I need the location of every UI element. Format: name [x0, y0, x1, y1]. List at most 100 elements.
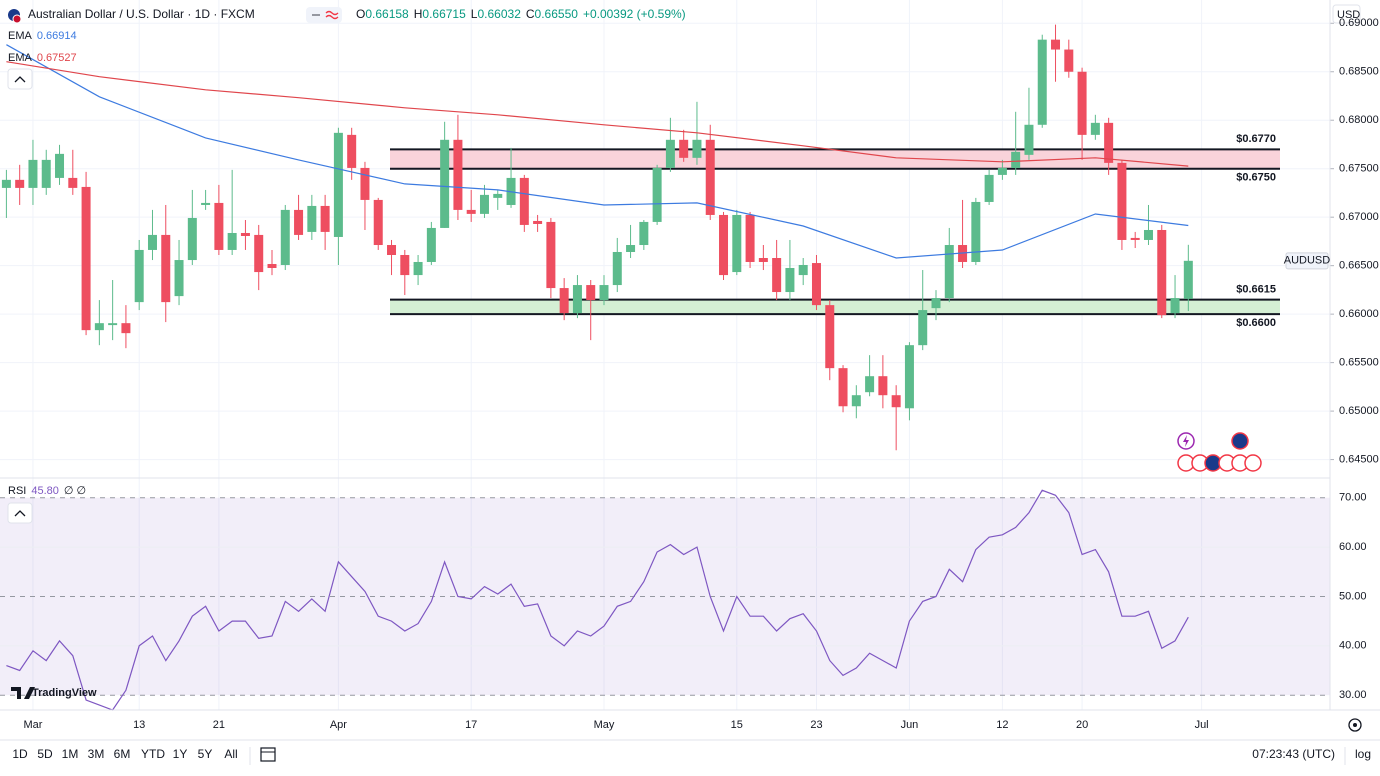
candle-body: [1157, 229, 1167, 316]
candle-body: [1064, 49, 1074, 72]
x-tick-label: 13: [133, 719, 145, 731]
candle-body: [55, 153, 65, 178]
candle-body: [878, 376, 888, 396]
candle-body: [838, 368, 848, 407]
interval-button[interactable]: 3M: [88, 747, 105, 761]
candle-body: [333, 132, 343, 237]
x-tick-label: 17: [465, 719, 477, 731]
currency-box[interactable]: [1332, 4, 1361, 24]
ema-name: EMA: [8, 52, 33, 64]
rsi-tick-label: 30.00: [1339, 689, 1367, 701]
text-layer: Australian Dollar / U.S. Dollar · 1D · F…: [8, 7, 1379, 761]
interval-button[interactable]: 6M: [114, 747, 131, 761]
candle-body: [825, 305, 835, 369]
candle-body: [147, 234, 157, 250]
interval-button[interactable]: 5D: [37, 747, 53, 761]
settings-icon[interactable]: [1348, 718, 1362, 732]
candle-body: [692, 139, 702, 158]
ema-value: 0.66914: [37, 30, 77, 42]
candle-body: [466, 209, 476, 214]
symbol-tag-label: AUDUSD: [1284, 255, 1331, 267]
event-icons[interactable]: [1177, 432, 1262, 472]
ema-name: EMA: [8, 30, 33, 42]
y-tick-label: 0.64500: [1339, 453, 1379, 465]
candle-body: [679, 139, 689, 158]
candle-body: [1037, 39, 1047, 125]
candle-body: [174, 260, 184, 297]
interval-button[interactable]: 1M: [62, 747, 79, 761]
candle-body: [918, 310, 928, 346]
candle-body: [572, 285, 582, 314]
candle-body: [626, 245, 636, 252]
candle-body: [94, 323, 104, 331]
candle-body: [28, 159, 38, 188]
interval-button[interactable]: 1Y: [173, 747, 188, 761]
candle-body: [851, 395, 861, 407]
candle-body: [493, 193, 503, 198]
candle-body: [240, 232, 250, 236]
rsi-tick-label: 50.00: [1339, 590, 1367, 602]
ohlc-legend: O0.66158 H0.66715 L0.66032 C0.66550 +0.00392…: [356, 7, 686, 21]
ohlc-value: 0.66158: [365, 7, 409, 21]
candle-body: [705, 139, 715, 215]
candle-body: [772, 258, 782, 293]
marks-layer: [1, 24, 1280, 711]
interval-button[interactable]: All: [224, 747, 237, 761]
candle-body: [997, 167, 1007, 175]
candle-body: [1051, 39, 1061, 50]
x-tick-label: Jun: [901, 719, 919, 731]
ohlc-label: L: [471, 7, 478, 21]
zone: [390, 299, 1280, 315]
price-change: +0.00392 (+0.59%): [583, 7, 686, 21]
candle-body: [519, 177, 529, 225]
symbol-tag: [1285, 252, 1329, 270]
rsi-line: [6, 489, 1189, 711]
calendar-button[interactable]: [249, 747, 276, 765]
currency[interactable]: USD: [1337, 9, 1360, 21]
collapse-button[interactable]: [7, 502, 33, 524]
zone-label: $0.6600: [1236, 317, 1276, 329]
x-tick-label: Mar: [23, 719, 42, 731]
x-tick-label: 21: [213, 719, 225, 731]
x-tick-label: 20: [1076, 719, 1088, 731]
candle-body: [639, 221, 649, 246]
interval-button[interactable]: 5Y: [198, 747, 213, 761]
candle-body: [865, 376, 875, 393]
compare-badge[interactable]: [306, 7, 342, 23]
candle-body: [599, 285, 609, 301]
candle-body: [373, 199, 383, 246]
interval-button[interactable]: 1D: [12, 747, 28, 761]
zone-label: $0.6750: [1236, 172, 1276, 184]
ohlc-label: O: [356, 7, 365, 21]
candle-body: [387, 245, 397, 255]
candle-body: [108, 323, 118, 326]
y-tick-label: 0.65000: [1339, 405, 1379, 417]
candle-body: [586, 285, 596, 301]
log-toggle[interactable]: log: [1355, 747, 1371, 761]
candle-body: [971, 201, 981, 262]
candle-body: [187, 217, 197, 261]
candle-body: [546, 221, 556, 289]
candle-body: [533, 220, 543, 224]
y-tick-label: 0.66500: [1339, 260, 1379, 272]
candle-body: [68, 177, 78, 188]
candle-body: [1170, 298, 1180, 314]
ema-legend: EMA 0.67527: [8, 52, 77, 64]
y-tick-label: 0.68000: [1339, 114, 1379, 126]
candle-body: [1117, 162, 1127, 240]
interval-button[interactable]: YTD: [141, 747, 165, 761]
brand-name: TradingView: [32, 687, 97, 699]
candle-body: [267, 264, 277, 268]
candle-body: [360, 167, 370, 200]
ema-value: 0.67527: [37, 52, 77, 64]
clock: 07:23:43 (UTC): [1252, 747, 1335, 761]
y-tick-label: 0.69000: [1339, 17, 1379, 29]
candle-body: [904, 345, 914, 409]
candle-body: [811, 263, 821, 306]
zone-label: $0.6615: [1236, 284, 1276, 296]
y-tick-label: 0.67500: [1339, 163, 1379, 175]
collapse-button[interactable]: [7, 68, 33, 90]
candle-body: [201, 202, 211, 205]
candle-body: [41, 159, 51, 188]
candle-body: [400, 254, 410, 276]
